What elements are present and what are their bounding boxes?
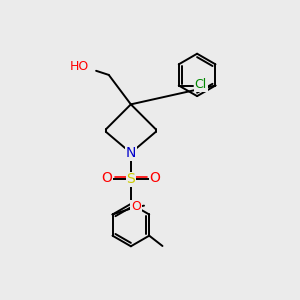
Text: HO: HO	[70, 60, 89, 73]
Text: Cl: Cl	[195, 78, 207, 92]
Text: O: O	[150, 171, 160, 185]
Text: S: S	[127, 172, 135, 186]
Text: O: O	[131, 200, 141, 213]
Text: N: N	[126, 146, 136, 160]
Text: O: O	[101, 171, 112, 185]
